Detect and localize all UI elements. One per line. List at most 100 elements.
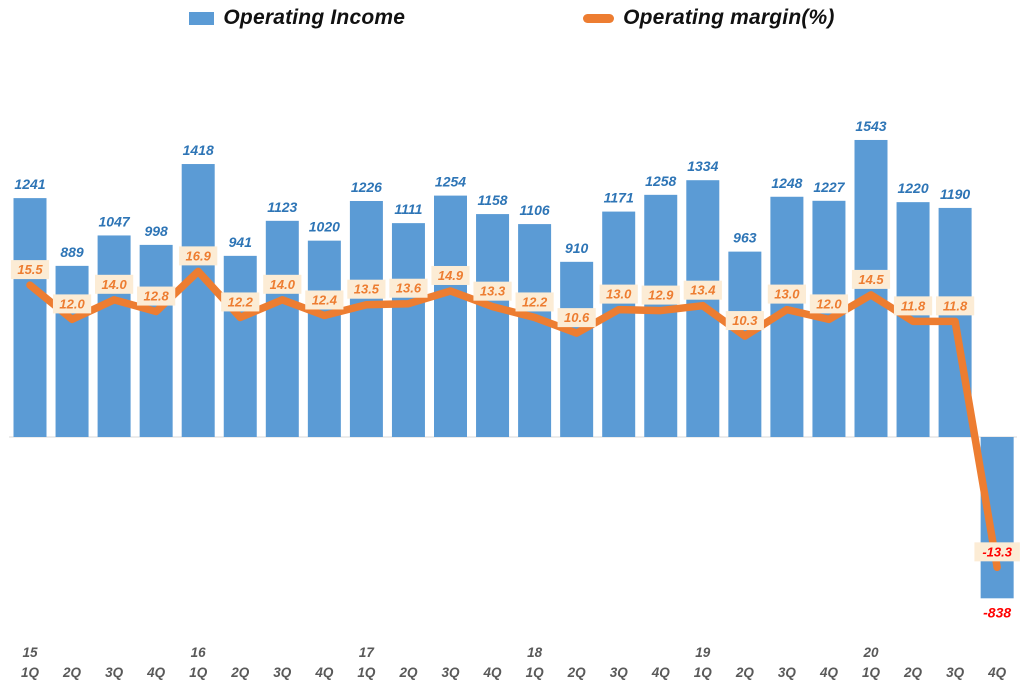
legend-item-operating-income: Operating Income xyxy=(189,6,405,30)
axis-label-year: 18 xyxy=(527,645,543,660)
bar-operating-income xyxy=(55,265,89,437)
axis-label-quarter: 3Q xyxy=(778,665,797,680)
bar-value-label: 1047 xyxy=(99,213,131,229)
axis-label-quarter: 1Q xyxy=(189,665,208,680)
bar-operating-income xyxy=(728,251,762,437)
axis-label-quarter: 3Q xyxy=(946,665,965,680)
axis-label-quarter: 4Q xyxy=(146,665,166,680)
axis-label-quarter: 2Q xyxy=(62,665,82,680)
margin-value-label: 14.9 xyxy=(438,268,464,283)
bar-operating-income xyxy=(223,255,257,437)
margin-value-label: 12.8 xyxy=(143,289,169,304)
axis-label-quarter: 2Q xyxy=(398,665,418,680)
margin-value-label: 12.9 xyxy=(648,288,674,303)
bar-operating-income xyxy=(476,214,510,437)
bar-value-label: 1123 xyxy=(267,199,297,215)
bar-operating-income xyxy=(644,194,678,437)
bar-value-label: 941 xyxy=(229,234,253,250)
axis-label-quarter: 4Q xyxy=(651,665,671,680)
margin-value-label: 14.0 xyxy=(270,277,296,292)
axis-label-quarter: 2Q xyxy=(903,665,923,680)
margin-value-label: 13.0 xyxy=(774,287,800,302)
bar-value-label: 1220 xyxy=(897,180,928,196)
margin-value-label: 10.6 xyxy=(564,310,590,325)
bar-value-label: 1543 xyxy=(855,118,886,134)
margin-label-box xyxy=(767,284,806,304)
margin-label-box xyxy=(95,274,134,294)
bar-operating-income xyxy=(349,200,383,437)
margin-label-box xyxy=(347,279,386,299)
margin-label-box xyxy=(473,281,512,301)
margin-label-box xyxy=(893,296,933,316)
bar-value-label: 1258 xyxy=(645,173,676,189)
bar-operating-income xyxy=(181,164,215,437)
bar-value-label: 1418 xyxy=(183,142,214,158)
margin-value-label: 12.0 xyxy=(59,296,85,311)
bar-value-label: 963 xyxy=(733,230,757,246)
bar-value-label: 1254 xyxy=(435,174,466,190)
bar-value-label: 1171 xyxy=(604,190,634,206)
margin-label-box xyxy=(515,292,554,312)
bar-value-label: 1226 xyxy=(351,179,382,195)
margin-value-label: -13.3 xyxy=(982,544,1012,559)
margin-value-label: 15.5 xyxy=(17,262,43,277)
bar-operating-income xyxy=(518,224,552,437)
margin-label-box xyxy=(599,284,638,304)
bar-value-label: 1158 xyxy=(477,192,507,208)
margin-label-box xyxy=(305,290,344,310)
bar-value-label: 1248 xyxy=(771,175,802,191)
bar-value-label: 1241 xyxy=(14,176,45,192)
bar-operating-income xyxy=(602,211,636,437)
bar-series-swatch-icon xyxy=(189,11,215,25)
axis-label-quarter: 3Q xyxy=(441,665,460,680)
legend: Operating Income Operating margin(%) xyxy=(0,6,1024,30)
margin-label-box xyxy=(431,265,470,285)
bar-operating-income xyxy=(434,195,467,437)
margin-label-box xyxy=(683,280,722,300)
bar-operating-income xyxy=(13,198,47,437)
margin-label-box xyxy=(557,308,596,328)
margin-value-label: 13.6 xyxy=(396,281,422,296)
axis-label-quarter: 3Q xyxy=(273,665,292,680)
bar-value-label: 1227 xyxy=(813,179,845,195)
bar-value-label: 910 xyxy=(565,240,589,256)
axis-label-quarter: 3Q xyxy=(105,665,124,680)
legend-label-operating-income: Operating Income xyxy=(223,6,406,29)
margin-label-box xyxy=(389,278,428,298)
margin-value-label: 13.0 xyxy=(606,287,632,302)
margin-label-box xyxy=(137,286,176,306)
margin-value-label: 16.9 xyxy=(186,248,212,263)
margin-label-box xyxy=(974,542,1020,562)
margin-label-box xyxy=(52,294,92,314)
bar-value-label: 1020 xyxy=(309,219,340,235)
margin-value-label: 11.8 xyxy=(943,298,968,313)
bar-value-label: 1190 xyxy=(940,186,970,202)
margin-label-box xyxy=(179,246,218,266)
axis-label-quarter: 1Q xyxy=(357,665,376,680)
line-operating-margin xyxy=(26,267,1001,572)
margin-value-label: 13.4 xyxy=(690,283,716,298)
bar-operating-income xyxy=(265,220,299,437)
margin-label-box xyxy=(936,296,975,316)
margin-value-label: 14.5 xyxy=(858,272,884,287)
bar-value-label: 889 xyxy=(60,244,84,260)
bar-value-label: 1111 xyxy=(394,201,422,217)
axis-label-quarter: 4Q xyxy=(483,665,503,680)
axis-label-year: 15 xyxy=(22,645,38,660)
bar-value-label: 1106 xyxy=(520,202,550,218)
margin-value-label: 10.3 xyxy=(732,313,758,328)
margin-label-box xyxy=(263,274,302,294)
axis-label-year: 17 xyxy=(359,645,376,660)
margin-label-box xyxy=(809,294,849,314)
legend-item-operating-margin: Operating margin(%) xyxy=(583,6,834,30)
bar-value-label: 998 xyxy=(144,223,168,239)
margin-value-label: 11.8 xyxy=(901,298,926,313)
margin-value-label: 13.3 xyxy=(480,284,506,299)
bar-operating-income xyxy=(560,261,594,437)
axis-label-quarter: 1Q xyxy=(526,665,545,680)
axis-label-quarter: 1Q xyxy=(21,665,40,680)
bar-operating-income xyxy=(139,244,173,437)
margin-value-label: 13.5 xyxy=(354,282,380,297)
margin-label-box xyxy=(641,285,680,305)
